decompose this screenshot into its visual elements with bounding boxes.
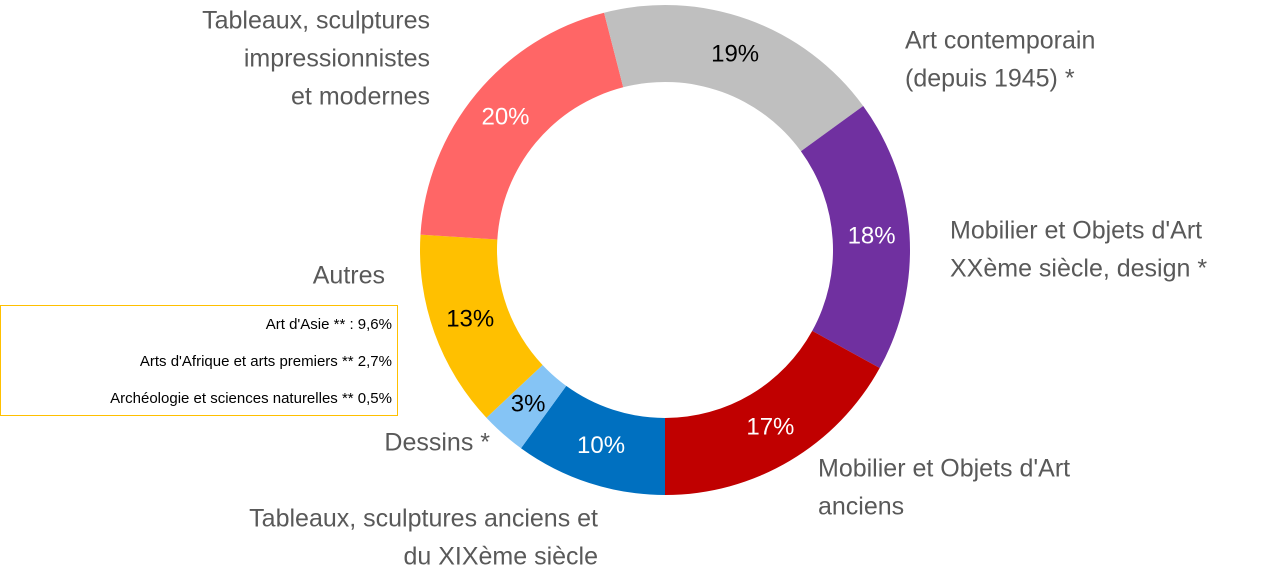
donut-slice [800,105,910,369]
annotation-line: Arts d'Afrique et arts premiers ** 2,7% [140,353,392,370]
value-label: 13% [446,305,494,332]
category-label: impressionnistes [244,45,430,73]
value-label: 17% [746,414,794,441]
donut-slice [665,330,880,495]
annotation-line: Archéologie et sciences naturelles ** 0,… [110,390,392,407]
category-label: Mobilier et Objets d'Art [818,455,1070,483]
donut-slice [420,12,624,240]
category-label: (depuis 1945) * [905,65,1075,93]
category-label: anciens [818,493,904,521]
donut-slice [420,234,543,418]
category-label: et modernes [291,83,430,111]
category-label: Mobilier et Objets d'Art [950,217,1202,245]
donut-slice [520,385,665,495]
value-label: 18% [848,222,896,249]
category-label: Autres [313,262,385,290]
value-label: 10% [577,432,625,459]
value-label: 3% [511,391,546,418]
category-label: XXème siècle, design * [950,255,1207,283]
category-label: du XIXème siècle [403,543,598,571]
annotation-line: Art d'Asie ** : 9,6% [266,316,392,333]
value-label: 20% [481,103,529,130]
category-label: Dessins * [384,429,490,457]
donut-slice [604,5,864,152]
category-label: Tableaux, sculptures [202,7,430,35]
category-label: Tableaux, sculptures anciens et [249,505,598,533]
value-label: 19% [711,41,759,68]
annotation-box [0,305,398,416]
donut-slice [486,365,567,449]
category-label: Art contemporain [905,27,1095,55]
